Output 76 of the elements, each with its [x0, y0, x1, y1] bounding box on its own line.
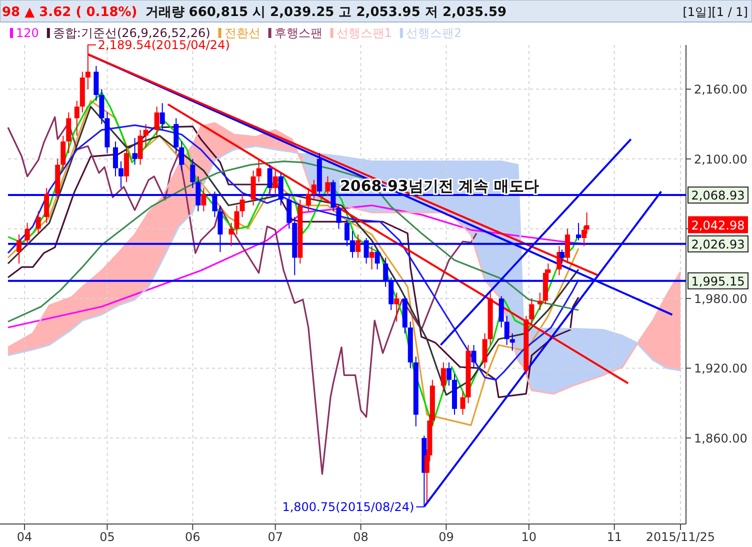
- candlestick: [112, 141, 118, 177]
- candlestick: [537, 292, 542, 311]
- candlestick: [510, 332, 515, 352]
- y-tick-label: 1,920.00: [694, 362, 748, 376]
- annotation: 2,189.54(2015/04/24): [98, 38, 230, 52]
- candlestick: [44, 188, 50, 224]
- x-tick-label: 06: [185, 530, 200, 544]
- x-tick-label: 07: [268, 530, 283, 544]
- candlestick: [228, 222, 234, 247]
- candlestick: [471, 344, 476, 369]
- candlestick: [576, 222, 582, 241]
- candlestick: [272, 170, 278, 194]
- annotation: 1,800.75(2015/08/24): [282, 500, 414, 514]
- candlestick: [16, 234, 22, 264]
- candlestick: [529, 298, 534, 325]
- candlestick: [138, 129, 143, 166]
- x-tick-label: 04: [16, 530, 32, 544]
- legend-label: 선행스팬2: [406, 26, 462, 40]
- candlestick: [234, 204, 240, 236]
- candlestick: [132, 138, 138, 166]
- candlestick: [66, 112, 72, 154]
- candlestick: [369, 246, 374, 270]
- candlestick: [94, 65, 99, 102]
- text: 2,042.98: [691, 218, 745, 233]
- candlestick: [306, 188, 311, 212]
- candlestick: [179, 141, 184, 172]
- candlestick: [36, 210, 41, 236]
- candlestick: [440, 362, 446, 392]
- x-tick-label: 09: [438, 530, 454, 544]
- y-tick-label: 2,160.00: [694, 82, 748, 97]
- candlestick: [325, 176, 330, 197]
- y-tick-label: 1,860.00: [694, 431, 748, 446]
- text: [1일][1 / 1]: [682, 5, 748, 19]
- candlestick: [374, 249, 380, 270]
- ref-line-label: 2,026.93: [691, 237, 745, 252]
- candlestick: [201, 188, 206, 212]
- candlestick: [482, 332, 488, 369]
- legend-label: 종합:기준선(26,9,26,52,26): [52, 26, 210, 40]
- candlestick: [60, 135, 66, 172]
- candlestick: [446, 362, 452, 386]
- candlestick: [160, 102, 165, 130]
- legend-label: 120: [16, 26, 39, 40]
- ref-line-label: 1,995.15: [691, 274, 745, 288]
- candlestick: [99, 88, 104, 125]
- candlestick: [24, 222, 30, 247]
- candlestick: [311, 179, 316, 200]
- candlestick: [356, 234, 361, 258]
- candlestick: [240, 193, 245, 218]
- candlestick: [564, 228, 570, 262]
- y-tick-label: 2,100.00: [694, 152, 748, 166]
- candlestick: [174, 118, 179, 154]
- legend-label: 후행스팬: [274, 26, 322, 40]
- candlestick: [250, 170, 256, 206]
- y-tick-label: 1,980.00: [694, 292, 748, 306]
- candlestick: [498, 296, 504, 328]
- candlestick: [74, 100, 80, 136]
- legend-label: 전환선: [224, 26, 260, 40]
- candlestick: [460, 390, 466, 416]
- x-tick-label: 2015/11/25: [646, 530, 716, 544]
- candlestick: [336, 204, 342, 230]
- ref-line-label: 2,068.93: [691, 188, 745, 203]
- candlestick: [124, 146, 130, 183]
- x-tick-label: 05: [100, 530, 115, 544]
- title: 98 ▲ 3.62 ( 0.18%) 거래량 660,815 시 2,039.25 고 2,053.95 저 2,035.59: [2, 5, 507, 20]
- candlestick: [394, 292, 400, 322]
- candlestick: [118, 160, 124, 188]
- candlestick: [256, 158, 262, 183]
- candlestick: [504, 315, 510, 346]
- candlestick: [190, 158, 196, 188]
- candlestick: [559, 249, 564, 264]
- x-tick-label: 08: [353, 530, 368, 544]
- candlestick: [154, 106, 160, 136]
- candlestick: [143, 124, 148, 148]
- x-tick-label: 10: [521, 530, 537, 544]
- x-tick-label: 11: [606, 530, 622, 544]
- legend-label: 선행스팬1: [336, 26, 392, 40]
